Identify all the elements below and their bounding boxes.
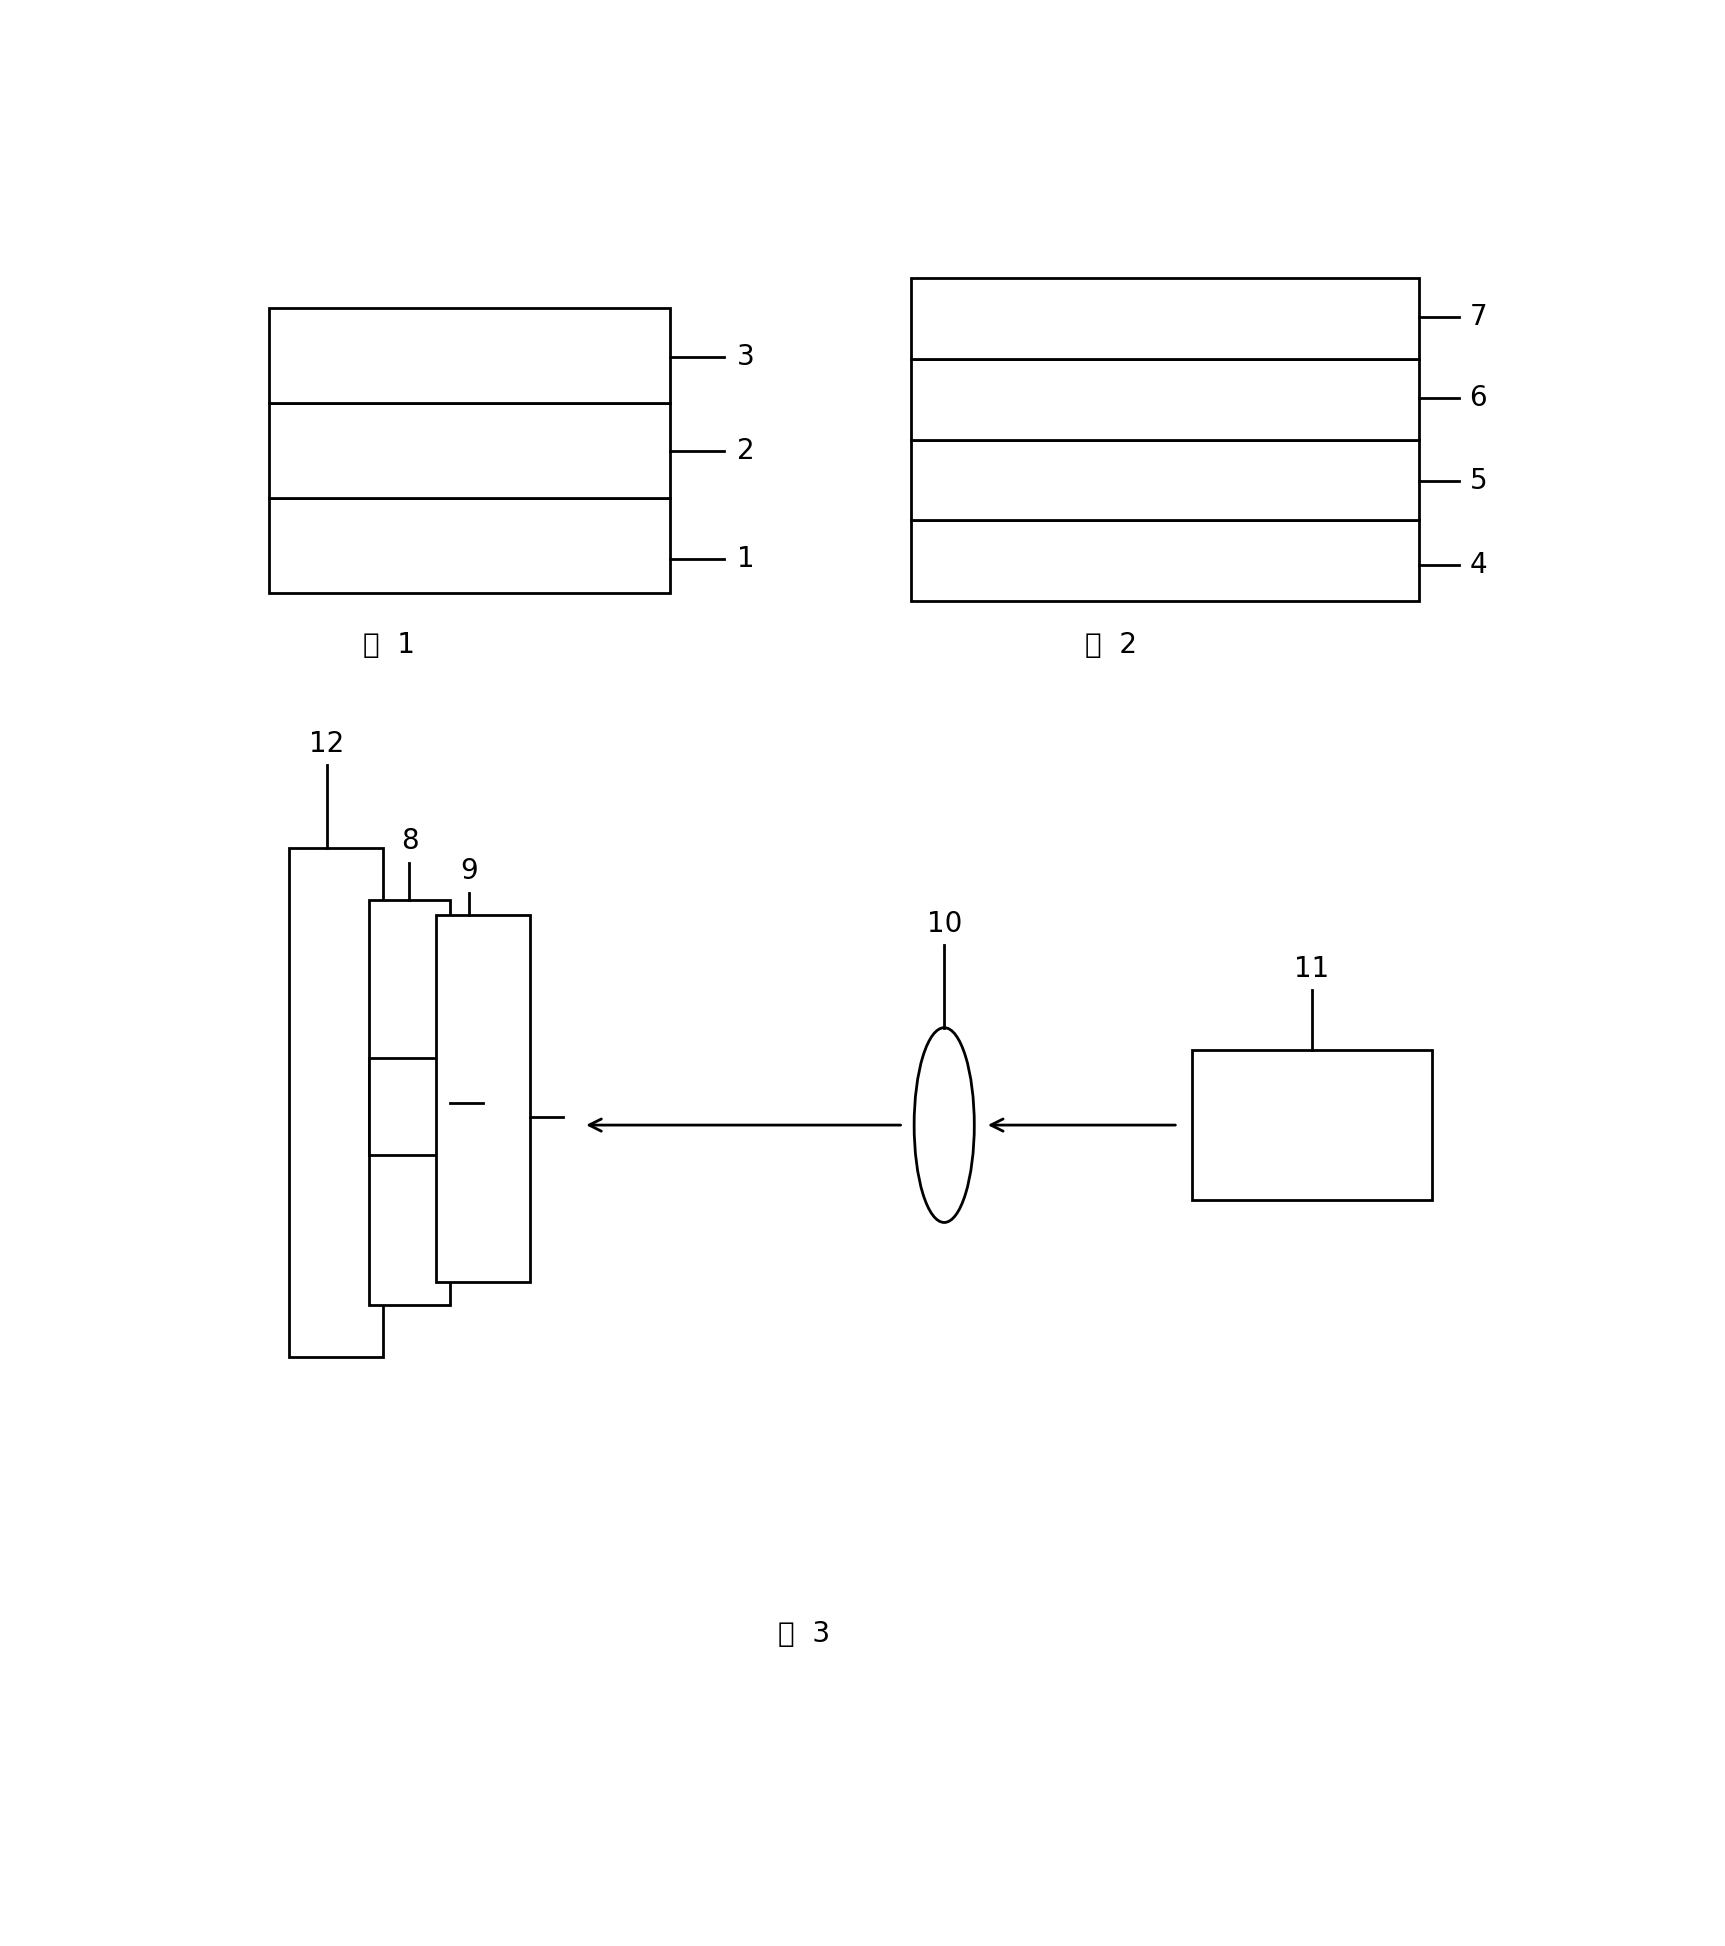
Text: 1: 1: [737, 545, 754, 572]
Bar: [1192, 1051, 1432, 1201]
Text: 10: 10: [926, 911, 963, 938]
Text: 8: 8: [400, 827, 417, 856]
Bar: [369, 1059, 450, 1156]
Bar: [269, 307, 669, 403]
Text: 11: 11: [1294, 955, 1330, 983]
Text: 5: 5: [1470, 467, 1487, 496]
Text: 4: 4: [1470, 551, 1487, 580]
Bar: [911, 278, 1418, 358]
Bar: [436, 915, 530, 1282]
Bar: [290, 848, 383, 1358]
Text: 6: 6: [1470, 383, 1487, 413]
Bar: [911, 440, 1418, 520]
Bar: [269, 403, 669, 498]
Text: 3: 3: [737, 342, 756, 372]
Text: 图  1: 图 1: [364, 631, 416, 658]
Text: 图  2: 图 2: [1085, 631, 1137, 658]
Bar: [369, 901, 450, 1306]
Text: 7: 7: [1470, 304, 1487, 331]
Text: 12: 12: [309, 730, 345, 757]
Text: 9: 9: [461, 858, 478, 885]
Bar: [911, 358, 1418, 440]
Ellipse shape: [914, 1027, 975, 1222]
Bar: [269, 498, 669, 594]
Text: 图  3: 图 3: [778, 1619, 830, 1648]
Text: 2: 2: [737, 436, 754, 465]
Bar: [911, 520, 1418, 601]
